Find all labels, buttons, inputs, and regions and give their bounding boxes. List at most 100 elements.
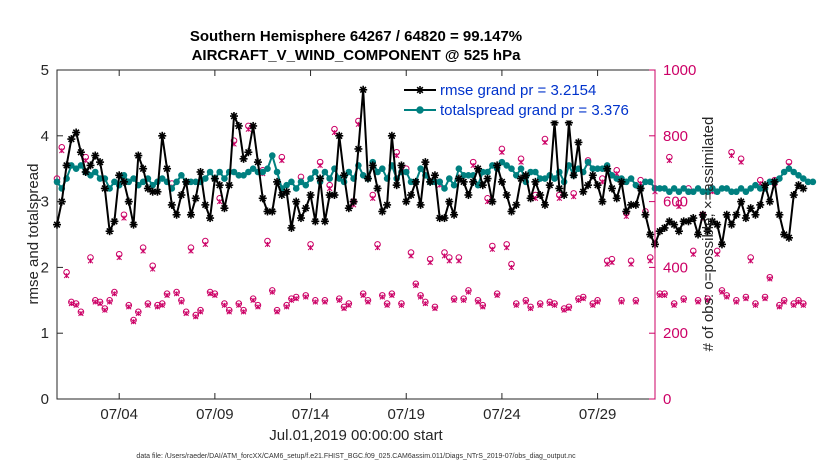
obs-assimilated-point	[480, 304, 486, 310]
rmse-point	[531, 177, 540, 186]
rmse-point	[387, 131, 396, 140]
spread-point	[345, 168, 353, 176]
rmse-point	[607, 184, 616, 193]
rmse-point	[727, 220, 736, 229]
rmse-point	[545, 181, 554, 190]
spread-point	[484, 168, 491, 176]
obs-assimilated-point	[523, 299, 529, 305]
spread-point	[780, 168, 788, 176]
rmse-point	[177, 191, 186, 200]
x-tick-label: 07/29	[579, 406, 617, 423]
rmse-point	[119, 177, 128, 186]
obs-assimilated-point	[767, 276, 773, 282]
obs-assimilated-point	[188, 248, 194, 254]
obs-assimilated-point	[97, 300, 103, 307]
rmse-point	[717, 240, 726, 249]
rmse-point	[622, 207, 631, 216]
rmse-point	[397, 161, 406, 170]
rmse-point	[124, 197, 133, 206]
spread-point	[87, 171, 94, 179]
rmse-point	[603, 164, 612, 173]
rmse-point	[737, 197, 746, 206]
spread-point	[785, 165, 793, 172]
rmse-point	[53, 220, 61, 229]
rmse-point	[517, 174, 526, 183]
obs-assimilated-point	[508, 264, 515, 271]
rmse-point	[483, 174, 492, 183]
rmse-point	[732, 210, 741, 219]
rmse-point	[182, 177, 191, 186]
obs-assimilated-point	[609, 259, 615, 266]
rmse-point	[383, 200, 392, 209]
obs-assimilated-point	[456, 258, 462, 264]
obs-assimilated-point	[398, 302, 405, 308]
rmse-point	[292, 197, 301, 206]
obs-assimilated-point	[312, 299, 319, 305]
rmse-point	[536, 191, 545, 200]
x-tick-label: 07/19	[387, 406, 425, 423]
obs-assimilated-point	[369, 195, 376, 202]
obs-assimilated-point	[264, 241, 271, 248]
rmse-point	[253, 158, 262, 167]
rmse-point	[540, 200, 549, 209]
spread-point	[417, 165, 424, 172]
rmse-point	[129, 220, 138, 229]
spread-point	[532, 168, 539, 176]
obs-assimilated-point	[704, 297, 711, 304]
x-tick-label: 07/14	[292, 406, 330, 423]
rmse-point	[282, 187, 291, 196]
spread-point	[130, 175, 137, 182]
rmse-point	[670, 220, 679, 229]
spread-point	[627, 175, 635, 182]
obs-assimilated-point	[393, 152, 400, 159]
y-tick-label-right: 200	[663, 325, 688, 342]
rmse-point	[62, 161, 71, 170]
spread-point	[53, 178, 61, 186]
spread-point	[713, 188, 721, 196]
spread-point	[379, 165, 386, 172]
rmse-point	[459, 177, 468, 186]
rmse-point	[139, 164, 148, 173]
rmse-point	[277, 191, 286, 200]
y-axis-right-label: # of obs: o=possible; ×=assimilated	[700, 117, 717, 352]
legend-spread-marker	[416, 106, 424, 114]
rmse-point	[761, 181, 770, 190]
spread-point	[675, 188, 683, 196]
rmse-point	[316, 174, 325, 183]
obs-assimilated-point	[695, 299, 701, 305]
rmse-point	[258, 194, 267, 203]
rmse-point	[239, 154, 248, 163]
spread-point	[202, 175, 209, 182]
obs-assimilated-point	[475, 299, 481, 305]
rmse-point	[689, 214, 698, 223]
obs-assimilated-point	[250, 297, 256, 304]
obs-assimilated-point	[432, 305, 438, 312]
spread-point	[441, 185, 448, 192]
obs-assimilated-point	[446, 258, 453, 264]
rmse-point	[708, 217, 717, 226]
obs-assimilated-point	[226, 309, 232, 315]
rmse-point	[454, 174, 463, 183]
rmse-point	[86, 161, 95, 170]
rmse-point	[268, 207, 277, 216]
rmse-point	[741, 214, 750, 223]
obs-assimilated-point	[728, 152, 735, 159]
spread-point	[512, 171, 520, 179]
obs-assimilated-point	[599, 179, 606, 185]
spread-point	[288, 178, 295, 186]
rmse-point	[67, 135, 76, 144]
y-tick-label-left: 2	[41, 259, 49, 276]
rmse-point	[110, 217, 119, 226]
obs-assimilated-point	[240, 309, 247, 315]
spread-point	[704, 188, 711, 196]
spread-point	[551, 175, 558, 182]
y-tick-label-left: 0	[41, 391, 49, 408]
y-tick-label-right: 800	[663, 128, 688, 145]
spread-point	[249, 165, 257, 172]
rmse-point	[698, 210, 707, 219]
rmse-point	[210, 174, 219, 183]
obs-assimilated-point	[288, 297, 295, 304]
rmse-point	[249, 121, 258, 130]
rmse-point	[612, 194, 621, 203]
